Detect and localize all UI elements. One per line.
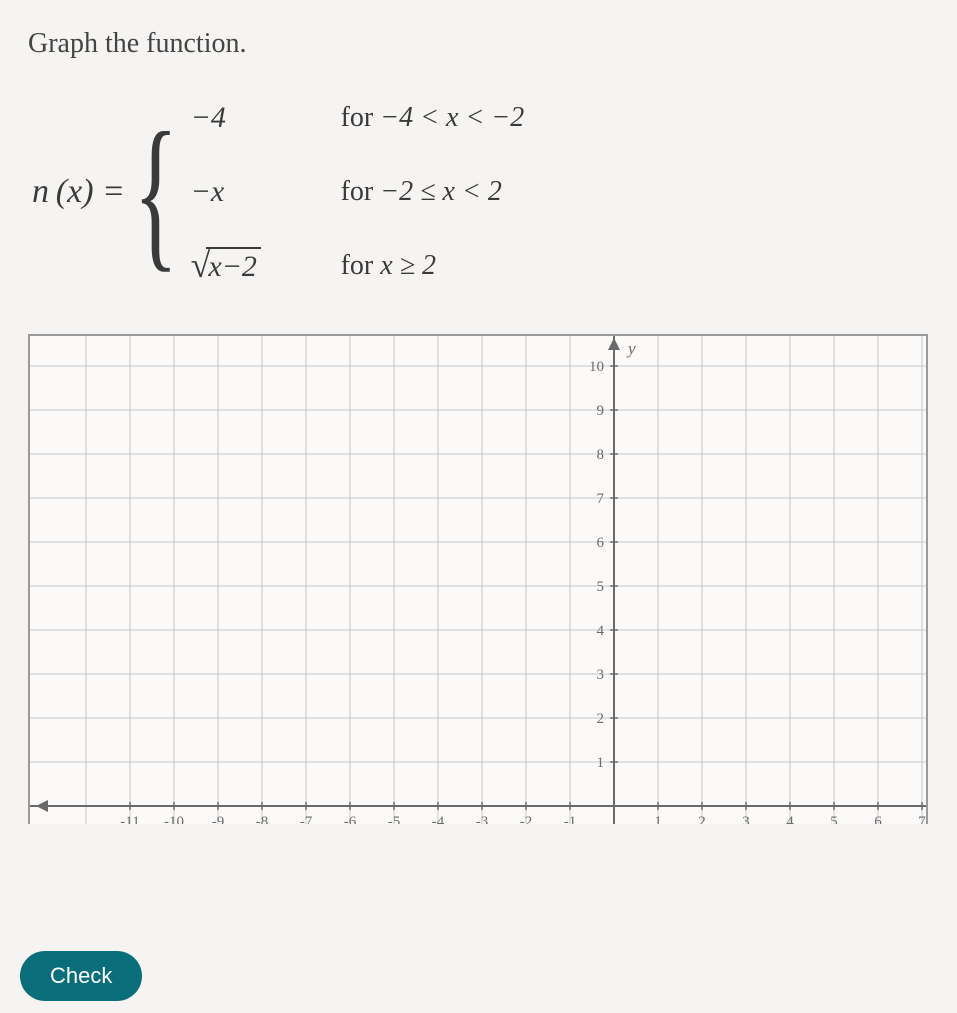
svg-text:-2: -2 [520, 814, 533, 824]
svg-text:2: 2 [597, 711, 605, 727]
piece-cond: for x ≥ 2 [341, 250, 436, 282]
prompt-text: Graph the function. [28, 28, 937, 60]
check-button[interactable]: Check [20, 951, 142, 1001]
svg-text:1: 1 [597, 755, 605, 771]
svg-text:10: 10 [589, 359, 604, 375]
svg-text:-5: -5 [388, 814, 401, 824]
svg-text:-3: -3 [476, 814, 489, 824]
svg-text:-10: -10 [164, 814, 184, 824]
function-definition: n (x) = { −4 for −4 < x < −2 −x for −2 ≤… [32, 98, 937, 286]
svg-text:1: 1 [654, 814, 662, 824]
piece-expr: −x [191, 175, 341, 209]
coordinate-grid[interactable]: y-11-10-9-8-7-6-5-4-3-2-1123456710987654… [30, 336, 928, 824]
svg-text:7: 7 [597, 491, 605, 507]
piece-row: −4 for −4 < x < −2 [191, 98, 525, 138]
function-lhs: n (x) = [32, 173, 125, 211]
piecewise-list: −4 for −4 < x < −2 −x for −2 ≤ x < 2 √ x… [191, 98, 525, 286]
svg-text:4: 4 [597, 623, 605, 639]
svg-text:-9: -9 [212, 814, 225, 824]
svg-text:-4: -4 [432, 814, 445, 824]
piece-cond: for −2 ≤ x < 2 [341, 176, 502, 208]
svg-text:-1: -1 [564, 814, 577, 824]
svg-text:7: 7 [918, 814, 926, 824]
svg-text:3: 3 [742, 814, 750, 824]
piece-row: √ x−2 for x ≥ 2 [191, 246, 525, 286]
graph-area[interactable]: y-11-10-9-8-7-6-5-4-3-2-1123456710987654… [28, 334, 928, 824]
svg-text:2: 2 [698, 814, 706, 824]
svg-text:y: y [626, 339, 636, 358]
svg-text:-6: -6 [344, 814, 357, 824]
piece-expr: −4 [191, 101, 341, 135]
piece-cond: for −4 < x < −2 [341, 102, 525, 134]
piece-row: −x for −2 ≤ x < 2 [191, 172, 525, 212]
svg-text:4: 4 [786, 814, 794, 824]
svg-text:-7: -7 [300, 814, 313, 824]
svg-text:5: 5 [597, 579, 605, 595]
svg-text:9: 9 [597, 403, 605, 419]
svg-text:5: 5 [830, 814, 838, 824]
brace-icon: { [133, 124, 178, 260]
svg-text:-11: -11 [120, 814, 139, 824]
svg-text:-8: -8 [256, 814, 269, 824]
piece-expr: √ x−2 [191, 247, 341, 285]
svg-text:6: 6 [597, 535, 605, 551]
svg-text:3: 3 [597, 667, 605, 683]
svg-text:6: 6 [874, 814, 882, 824]
svg-text:8: 8 [597, 447, 605, 463]
